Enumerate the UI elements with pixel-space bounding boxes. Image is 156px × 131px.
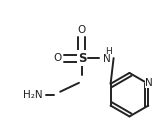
Text: O: O (53, 53, 61, 63)
Text: H: H (105, 47, 112, 56)
Text: O: O (78, 25, 86, 35)
Text: H₂N: H₂N (23, 90, 42, 100)
Text: S: S (78, 52, 86, 65)
Text: N: N (103, 54, 111, 64)
Text: N: N (145, 78, 153, 88)
